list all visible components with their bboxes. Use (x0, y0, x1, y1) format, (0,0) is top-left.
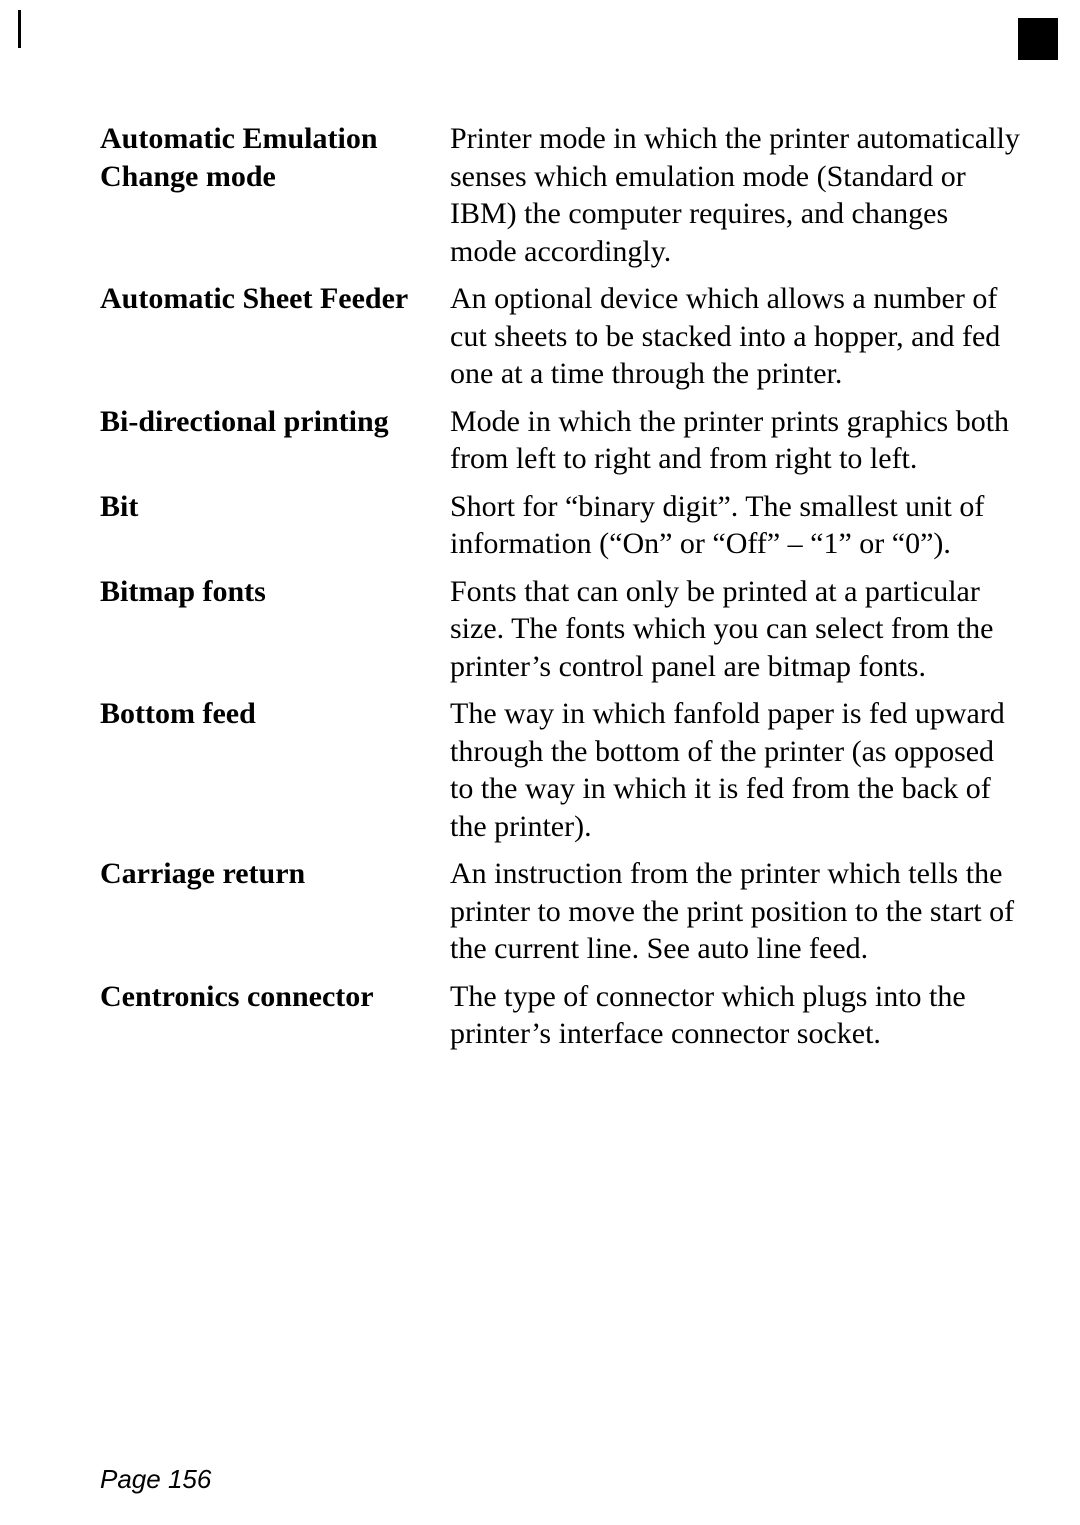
glossary-term: Bit (100, 488, 450, 563)
glossary-definition: Mode in which the printer prints graphic… (450, 403, 1020, 478)
corner-black-square (1018, 18, 1058, 60)
glossary-term: Centronics connector (100, 978, 450, 1053)
glossary-entry: Automatic Sheet Feeder An optional devic… (100, 280, 1020, 393)
glossary-term: Automatic Sheet Feeder (100, 280, 450, 393)
glossary-definition: Fonts that can only be printed at a part… (450, 573, 1020, 686)
glossary-term: Automatic Emula­tion Change mode (100, 120, 450, 270)
glossary-content: Automatic Emula­tion Change mode Printer… (100, 120, 1020, 1063)
glossary-entry: Bitmap fonts Fonts that can only be prin… (100, 573, 1020, 686)
glossary-entry: Centronics connector The type of connect… (100, 978, 1020, 1053)
glossary-term: Bi-directional printing (100, 403, 450, 478)
glossary-entry: Bi-directional printing Mode in which th… (100, 403, 1020, 478)
glossary-entry: Bit Short for “binary digit”. The smalle… (100, 488, 1020, 563)
glossary-definition: An instruction from the printer which te… (450, 855, 1020, 968)
glossary-definition: Printer mode in which the printer automa… (450, 120, 1020, 270)
top-marker (18, 10, 21, 48)
glossary-entry: Bottom feed The way in which fanfold pap… (100, 695, 1020, 845)
glossary-term: Bitmap fonts (100, 573, 450, 686)
glossary-definition: An optional device which allows a number… (450, 280, 1020, 393)
page-number: Page 156 (100, 1464, 211, 1495)
glossary-term: Bottom feed (100, 695, 450, 845)
glossary-definition: The type of connector which plugs into t… (450, 978, 1020, 1053)
glossary-term: Carriage return (100, 855, 450, 968)
glossary-entry: Carriage return An instruction from the … (100, 855, 1020, 968)
glossary-entry: Automatic Emula­tion Change mode Printer… (100, 120, 1020, 270)
glossary-definition: Short for “binary digit”. The smallest u… (450, 488, 1020, 563)
glossary-definition: The way in which fanfold paper is fed up… (450, 695, 1020, 845)
